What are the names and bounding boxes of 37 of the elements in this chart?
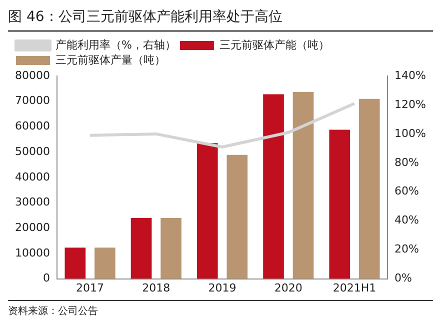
y2-tick-label: 80% xyxy=(394,156,420,169)
y2-tick-label: 40% xyxy=(394,214,420,227)
y-tick-label: 20000 xyxy=(14,220,50,234)
bar xyxy=(263,94,284,279)
x-tick-label: 2021H1 xyxy=(332,281,376,294)
x-tick-label: 2018 xyxy=(142,281,170,294)
y2-tick-label: 60% xyxy=(394,184,420,198)
y2-tick-label: 120% xyxy=(394,98,426,111)
bar xyxy=(226,154,248,279)
chart-title: 图 46：公司三元前驱体产能利用率处于高位 xyxy=(8,8,433,32)
legend-label: 三元前驱体产量（吨） xyxy=(56,53,166,66)
bar xyxy=(130,218,152,279)
y-tick-label: 0 xyxy=(42,272,50,285)
y2-tick-label: 20% xyxy=(394,242,420,256)
text: 资料来源：公司公告 xyxy=(8,304,99,318)
y2-tick-label: 100% xyxy=(394,126,426,140)
bar xyxy=(329,130,350,279)
y-tick-label: 50000 xyxy=(14,144,50,158)
x-tick-label: 2020 xyxy=(274,281,302,294)
y-tick-label: 80000 xyxy=(14,68,50,82)
x-tick-label: 2017 xyxy=(76,281,104,294)
y-tick-label: 60000 xyxy=(14,120,50,133)
bar xyxy=(196,143,218,279)
legend-label: 三元前驱体产能（吨） xyxy=(219,38,330,52)
y2-tick-label: 0% xyxy=(394,272,412,285)
bar xyxy=(64,248,86,279)
y-tick-label: 30000 xyxy=(14,196,50,209)
y2-tick-label: 140% xyxy=(394,68,426,82)
bar xyxy=(160,218,182,279)
y-tick-label: 40000 xyxy=(14,170,50,184)
bar xyxy=(94,248,116,279)
x-tick-label: 2019 xyxy=(208,281,236,294)
bar xyxy=(292,92,314,279)
y-tick-label: 10000 xyxy=(14,246,50,260)
y-tick-label: 70000 xyxy=(14,94,50,108)
bar xyxy=(358,98,380,279)
legend-label: 产能利用率（%，右轴） xyxy=(56,38,176,52)
